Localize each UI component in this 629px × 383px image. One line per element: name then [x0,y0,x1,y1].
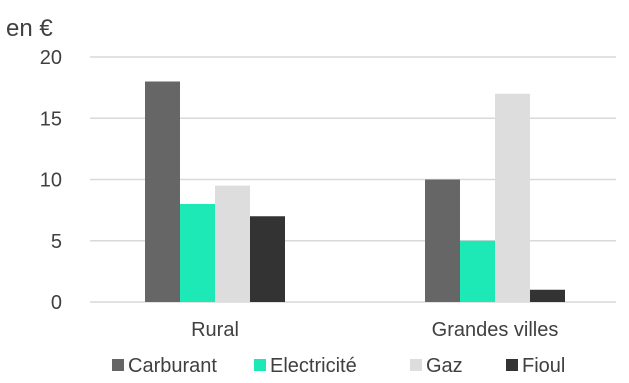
bars-layer [145,81,565,302]
legend-label: Gaz [426,355,463,377]
x-axis: Rural Grandes villes [191,319,558,341]
y-tick-label: 0 [51,292,62,314]
legend: Carburant Electricité Gaz Fioul [112,355,565,377]
legend-label: Electricité [270,355,357,377]
bar [180,204,215,302]
legend-swatch [506,359,518,371]
bar [460,240,495,302]
x-tick-label: Grandes villes [432,319,559,341]
bar [250,216,285,302]
legend-swatch [254,359,266,371]
bar [530,289,565,302]
y-tick-label: 10 [40,170,62,192]
bar [215,185,250,302]
x-tick-label: Rural [191,319,239,341]
bar [425,179,460,302]
bar [495,93,530,302]
legend-label: Carburant [128,355,217,377]
legend-label: Fioul [522,355,565,377]
y-axis: 0 5 10 15 20 [40,47,62,314]
y-tick-label: 20 [40,47,62,69]
bar [145,81,180,302]
y-tick-label: 15 [40,108,62,130]
y-tick-label: 5 [51,231,62,253]
legend-swatch [112,359,124,371]
y-axis-label: en € [6,15,53,42]
legend-swatch [410,359,422,371]
